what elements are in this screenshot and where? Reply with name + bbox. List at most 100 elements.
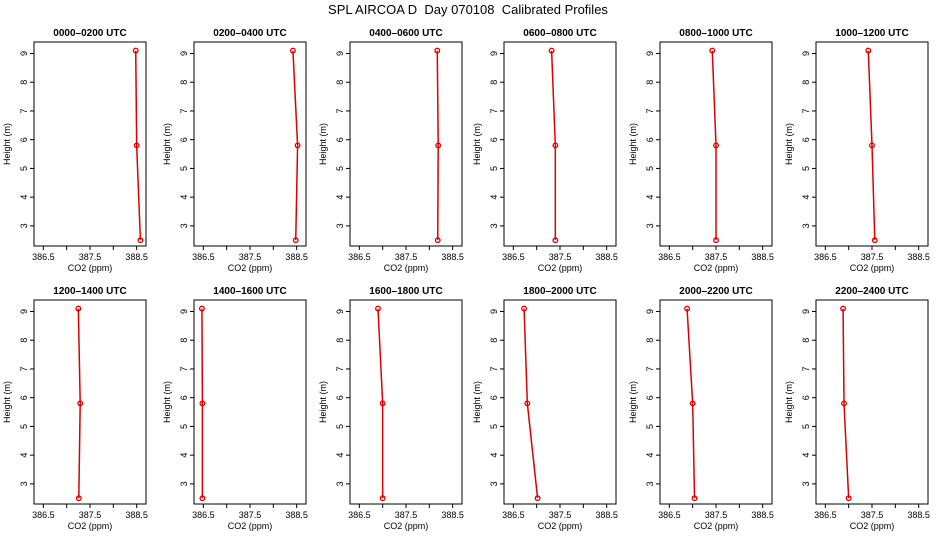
- y-tick-label: 6: [645, 395, 655, 400]
- x-tick-label: 387.5: [239, 510, 262, 520]
- plot-frame: [503, 299, 617, 505]
- x-tick-label: 388.5: [751, 252, 774, 262]
- profile-point: [713, 237, 719, 244]
- y-tick-label: 6: [645, 137, 655, 142]
- profile-point: [294, 142, 301, 149]
- y-tick-label: 7: [335, 366, 345, 371]
- profile-line: [77, 308, 81, 499]
- y-tick-label: 6: [179, 395, 189, 400]
- y-tick-label: 8: [179, 80, 189, 85]
- x-tick-label: 388.5: [595, 510, 618, 520]
- y-tick-label: 7: [19, 108, 29, 113]
- y-tick-label: 5: [19, 166, 29, 171]
- y-tick-label: 3: [335, 223, 345, 228]
- profile-point: [435, 142, 442, 149]
- profile-panel: 0200–0400 UTC 3 4 5 6 7 8 9 386.5 387.5 388.5 CO2 (…: [162, 28, 308, 273]
- y-axis-label: Height (m): [2, 123, 12, 165]
- y-tick-label: 8: [19, 80, 29, 85]
- y-tick-label: 6: [489, 137, 499, 142]
- profile-point: [379, 495, 386, 502]
- profile-panel: 2200–2400 UTC 3 4 5 6 7 8 9 386.5 387.5 388.5 CO2 (…: [784, 286, 930, 531]
- x-tick-label: 387.5: [239, 252, 262, 262]
- y-tick-label: 7: [489, 108, 499, 113]
- y-tick-label: 4: [19, 453, 29, 458]
- profile-point: [75, 305, 82, 312]
- panel-title: 0000–0200 UTC: [53, 28, 126, 39]
- profile-point: [132, 47, 139, 54]
- y-axis-label: Height (m): [162, 381, 172, 423]
- profile-point: [379, 400, 386, 407]
- y-tick-label: 7: [801, 366, 811, 371]
- profile-panel: 1800–2000 UTC 3 4 5 6 7 8 9 386.5 387.5 388.5 CO2 (…: [472, 286, 618, 531]
- y-tick-label: 4: [645, 195, 655, 200]
- profile-point: [871, 237, 878, 244]
- profile-point: [434, 47, 441, 54]
- x-tick-label: 388.5: [441, 510, 464, 520]
- panel-title: 2200–2400 UTC: [835, 286, 908, 297]
- y-tick-label: 7: [801, 108, 811, 113]
- x-axis-label: CO2 (ppm): [850, 521, 895, 531]
- x-tick-label: 388.5: [907, 510, 930, 520]
- y-axis-label: Height (m): [784, 123, 794, 165]
- panel-title: 1400–1600 UTC: [213, 286, 286, 297]
- y-axis-label: Height (m): [318, 381, 328, 423]
- x-tick-label: 387.5: [395, 252, 418, 262]
- x-tick-label: 387.5: [861, 252, 884, 262]
- y-tick-label: 3: [179, 481, 189, 486]
- profile-point: [199, 400, 206, 407]
- profile-point: [198, 305, 205, 312]
- panel-title: 1800–2000 UTC: [523, 286, 596, 297]
- profile-point: [691, 495, 698, 502]
- x-tick-label: 386.5: [32, 510, 55, 520]
- y-tick-label: 3: [19, 223, 29, 228]
- y-tick-label: 7: [645, 366, 655, 371]
- panel-title: 0800–1000 UTC: [679, 28, 752, 39]
- x-tick-label: 388.5: [285, 510, 308, 520]
- y-tick-label: 9: [801, 309, 811, 314]
- y-tick-label: 6: [801, 395, 811, 400]
- y-tick-label: 5: [801, 424, 811, 429]
- x-tick-label: 386.5: [348, 252, 371, 262]
- plot-frame: [193, 41, 307, 247]
- y-tick-label: 6: [19, 395, 29, 400]
- profile-point: [552, 142, 559, 149]
- profile-point: [434, 237, 441, 244]
- profile-point: [709, 47, 716, 54]
- x-tick-label: 387.5: [549, 252, 572, 262]
- y-tick-label: 7: [179, 108, 189, 113]
- x-tick-label: 387.5: [705, 252, 728, 262]
- profile-line: [550, 50, 557, 241]
- profile-panel: 1400–1600 UTC 3 4 5 6 7 8 9 386.5 387.5 388.5 CO2 (…: [162, 286, 308, 531]
- x-tick-label: 386.5: [502, 252, 525, 262]
- y-tick-label: 4: [489, 195, 499, 200]
- y-tick-label: 4: [19, 195, 29, 200]
- y-tick-label: 3: [179, 223, 189, 228]
- profile-point: [524, 400, 531, 407]
- y-tick-label: 4: [179, 195, 189, 200]
- x-axis-label: CO2 (ppm): [228, 263, 273, 273]
- page-title: SPL AIRCOA D Day 070108 Calibrated Profi…: [328, 2, 608, 17]
- plot-frame: [349, 299, 463, 505]
- y-tick-label: 5: [179, 166, 189, 171]
- y-axis-label: Height (m): [318, 123, 328, 165]
- y-tick-label: 9: [179, 309, 189, 314]
- x-tick-label: 386.5: [32, 252, 55, 262]
- profile-point: [841, 400, 847, 407]
- profile-line: [377, 308, 384, 499]
- profile-line: [711, 50, 717, 241]
- plot-frame: [193, 299, 307, 505]
- panel-title: 1200–1400 UTC: [53, 286, 126, 297]
- y-tick-label: 9: [645, 309, 655, 314]
- y-axis-label: Height (m): [472, 123, 482, 165]
- y-tick-label: 5: [335, 166, 345, 171]
- x-axis-label: CO2 (ppm): [850, 263, 895, 273]
- x-tick-label: 386.5: [814, 510, 837, 520]
- y-tick-label: 6: [335, 137, 345, 142]
- plot-frame: [33, 41, 147, 247]
- x-tick-label: 386.5: [814, 252, 837, 262]
- profile-panel: 1000–1200 UTC 3 4 5 6 7 8 9 386.5 387.5 388.5 CO2 (…: [784, 28, 930, 273]
- plot-frame: [659, 299, 773, 505]
- y-tick-label: 6: [801, 137, 811, 142]
- y-axis-label: Height (m): [784, 381, 794, 423]
- profile-point: [845, 495, 852, 502]
